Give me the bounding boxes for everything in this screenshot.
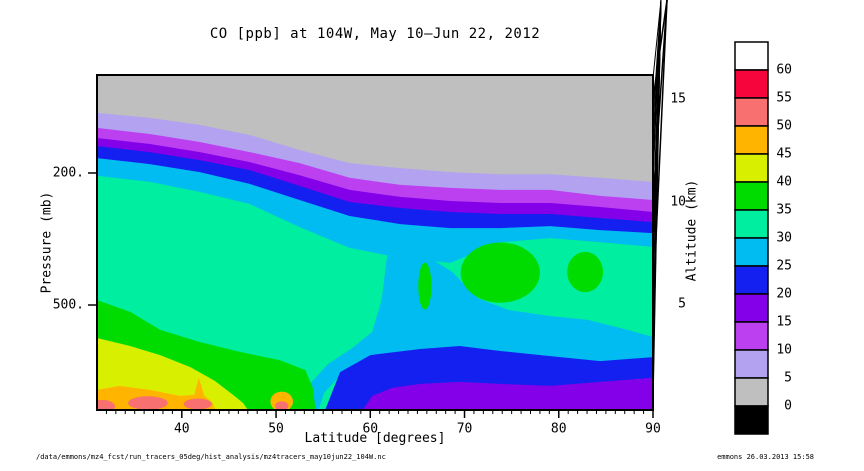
y-right-ticks: 5 10 15 <box>652 0 686 408</box>
salmon-spot-left-2 <box>183 398 212 410</box>
colorbar-box-15 <box>734 293 769 323</box>
colorbar-label-25: 25 <box>776 259 792 274</box>
colorbar-box-5 <box>734 349 769 379</box>
x-tick-label-70: 70 <box>457 422 473 437</box>
green-sliver-column <box>418 262 432 310</box>
colorbar-label-5: 5 <box>784 371 792 386</box>
y-axis-right-label: Altitude (km) <box>684 179 700 282</box>
colorbar-label-15: 15 <box>776 315 792 330</box>
x-tick-label-60: 60 <box>362 422 378 437</box>
user-timestamp: emmons 26.03.2013 15:58 <box>717 453 814 461</box>
x-tick-label-40: 40 <box>174 422 190 437</box>
colorbar-label-45: 45 <box>776 147 792 162</box>
colorbar-box-25 <box>734 237 769 267</box>
green-blob-right-2 <box>567 251 603 293</box>
source-file-path: /data/emmons/mz4_fcst/run_tracers_05deg/… <box>36 453 386 461</box>
colorbar-label-10: 10 <box>776 343 792 358</box>
altitude-tick-label-15: 15 <box>670 92 686 107</box>
colorbar-box-50 <box>734 97 769 127</box>
altitude-tick-label-10: 10 <box>670 194 686 209</box>
y-axis-left-label: Pressure (mb) <box>39 191 55 294</box>
altitude-major-tick <box>652 0 668 100</box>
chart-title: CO [ppb] at 104W, May 10–Jun 22, 2012 <box>209 26 541 42</box>
contour-field <box>97 75 653 410</box>
altitude-major-tick <box>652 0 668 203</box>
altitude-minor-tick <box>652 0 662 79</box>
colorbar-box-20 <box>734 265 769 295</box>
colorbar-label-0: 0 <box>784 399 792 414</box>
colorbar-label-60: 60 <box>776 63 792 78</box>
salmon-spot-lat50 <box>275 401 289 410</box>
pressure-tick-label-500.: 500. <box>53 298 84 313</box>
colorbar-label-40: 40 <box>776 175 792 190</box>
colorbar-box-10 <box>734 321 769 351</box>
colorbar-box-30 <box>734 209 769 239</box>
x-tick-label-90: 90 <box>645 422 661 437</box>
violet-lower-band <box>362 377 653 410</box>
x-axis-label: Latitude [degrees] <box>304 431 446 446</box>
green-blob-right-1 <box>460 242 540 303</box>
colorbar-box-35 <box>734 181 769 211</box>
x-tick-label-50: 50 <box>268 422 284 437</box>
colorbar-label-30: 30 <box>776 231 792 246</box>
colorbar-box-below-0 <box>734 405 769 435</box>
altitude-tick-label-5: 5 <box>678 297 686 312</box>
colorbar-box-55 <box>734 69 769 99</box>
salmon-spot-corner <box>97 399 115 410</box>
colorbar-box-45 <box>734 125 769 155</box>
colorbar-label-35: 35 <box>776 203 792 218</box>
x-axis-ticks: 40 50 60 70 80 90 <box>105 410 661 437</box>
colorbar-label-55: 55 <box>776 91 792 106</box>
colorbar-box-0 <box>734 377 769 407</box>
colorbar-box-40 <box>734 153 769 183</box>
colorbar-label-50: 50 <box>776 119 792 134</box>
salmon-spot-left-1 <box>128 396 168 410</box>
colorbar-box-60 <box>734 41 769 71</box>
blue-lower-band <box>325 346 653 410</box>
altitude-minor-tick <box>652 0 662 120</box>
y-left-ticks: 200. 500. <box>53 165 97 313</box>
altitude-major-tick <box>652 0 668 305</box>
colorbar-label-20: 20 <box>776 287 792 302</box>
x-tick-label-80: 80 <box>551 422 567 437</box>
pressure-tick-label-200.: 200. <box>53 165 84 180</box>
